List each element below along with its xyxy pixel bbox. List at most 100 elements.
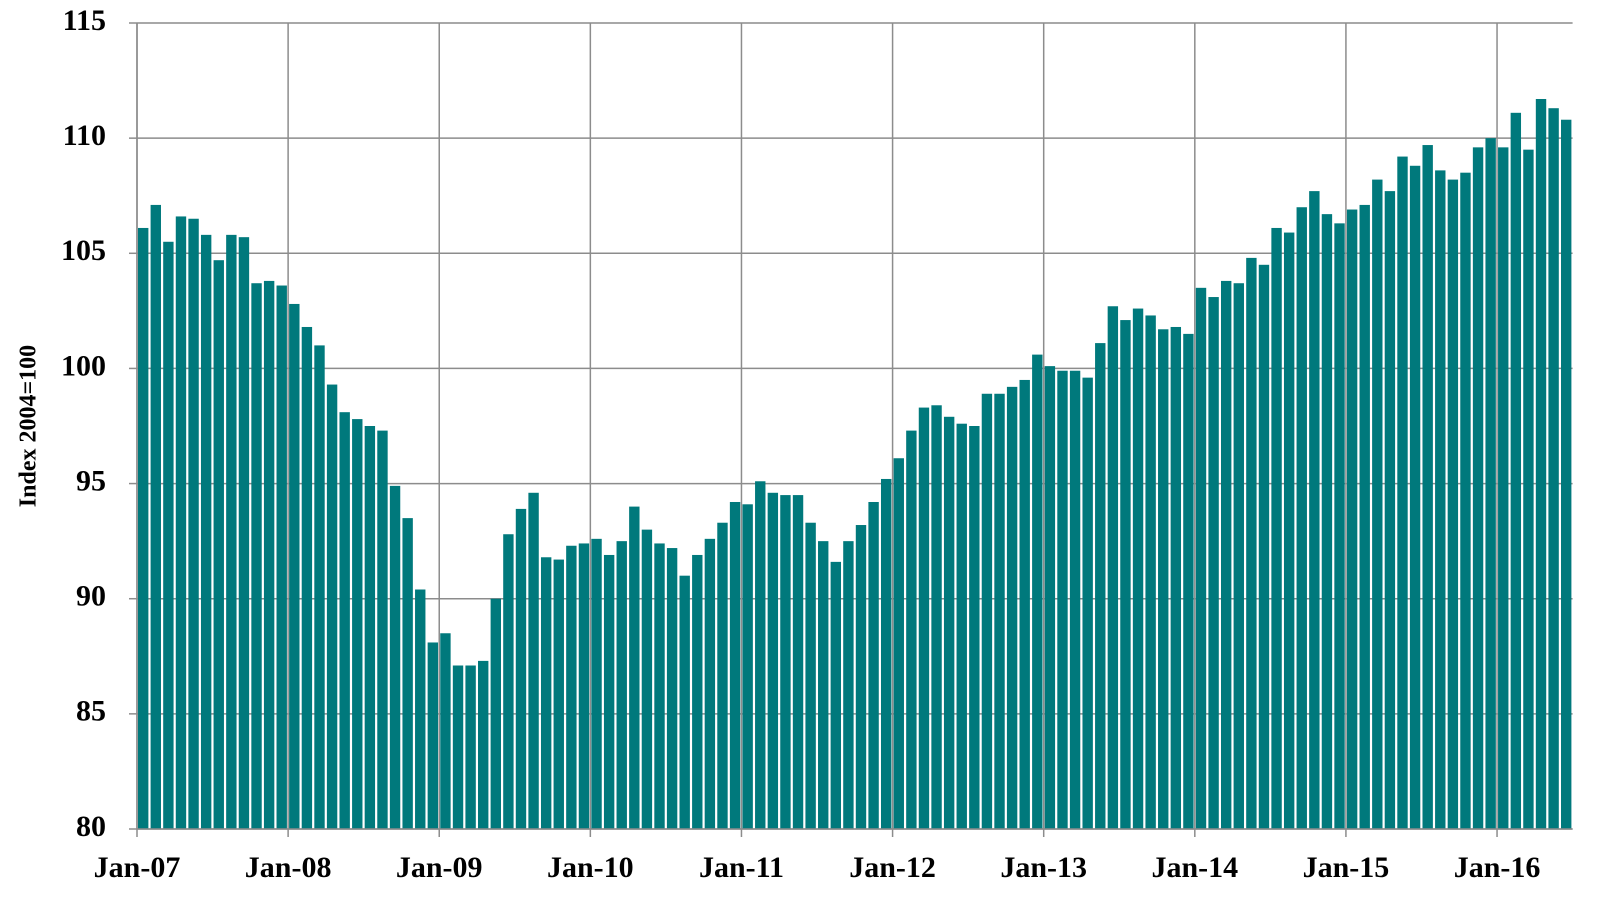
bar <box>1397 156 1408 829</box>
x-tick-label: Jan-13 <box>1000 851 1087 884</box>
bar <box>553 559 564 829</box>
bar <box>1296 207 1307 829</box>
bar <box>679 575 690 829</box>
bar <box>994 393 1005 829</box>
bar <box>540 557 552 829</box>
bar <box>1057 370 1068 829</box>
y-tick-label: 115 <box>63 4 106 37</box>
bar <box>188 218 199 829</box>
bar <box>163 241 174 829</box>
x-tick-label: Jan-12 <box>849 851 936 884</box>
bar <box>1107 306 1119 829</box>
bar <box>1535 98 1547 830</box>
bar <box>578 543 590 829</box>
bar <box>616 541 627 829</box>
bar <box>843 541 854 829</box>
bar <box>1006 386 1018 829</box>
bar <box>566 545 577 829</box>
bar <box>175 216 187 829</box>
bar <box>918 407 930 829</box>
y-tick-label: 80 <box>76 810 106 843</box>
bar <box>1082 377 1093 829</box>
y-tick-label: 100 <box>61 349 106 382</box>
x-tick-label: Jan-07 <box>94 851 181 884</box>
bar <box>1422 145 1433 830</box>
y-tick-label: 90 <box>76 580 106 613</box>
bar <box>301 326 313 829</box>
bar <box>1485 138 1496 830</box>
bar <box>629 506 640 829</box>
x-tick-label: Jan-16 <box>1454 851 1541 884</box>
bar <box>440 633 451 829</box>
bar <box>755 481 766 829</box>
bar <box>1510 112 1522 830</box>
y-tick-label: 95 <box>76 464 106 497</box>
bar <box>389 485 401 829</box>
bar <box>1271 227 1282 829</box>
bar <box>943 416 955 829</box>
y-tick-label: 110 <box>63 119 106 152</box>
bar <box>377 430 388 829</box>
bar <box>1472 147 1484 830</box>
bar <box>792 495 804 829</box>
bar <box>868 501 879 829</box>
bar <box>969 426 980 829</box>
bar <box>818 541 829 829</box>
bar <box>1258 264 1270 829</box>
bar <box>591 538 602 829</box>
bar <box>452 665 464 829</box>
bar <box>465 665 476 829</box>
bar <box>478 660 489 829</box>
bar <box>1372 179 1383 829</box>
bar <box>641 529 653 829</box>
bar <box>339 412 350 829</box>
bar <box>1321 214 1333 829</box>
bar <box>1561 119 1572 830</box>
bar <box>402 518 413 829</box>
bar <box>238 237 250 829</box>
bar <box>1208 297 1219 829</box>
bar <box>704 538 716 829</box>
bar <box>289 303 300 829</box>
bar <box>1447 179 1459 829</box>
bar <box>1044 366 1056 829</box>
bar <box>603 554 615 829</box>
bar <box>767 492 779 829</box>
x-tick-label: Jan-11 <box>699 851 784 884</box>
bar <box>717 522 728 829</box>
y-axis-label: Index 2004=100 <box>16 345 42 507</box>
bar <box>503 534 514 829</box>
bar <box>1460 172 1471 829</box>
bar <box>1183 333 1194 829</box>
bar <box>931 405 942 829</box>
bar <box>1233 283 1244 829</box>
bar <box>1384 191 1396 829</box>
bar <box>1095 343 1106 829</box>
bar <box>1145 315 1156 829</box>
bar <box>855 525 867 829</box>
bar <box>490 598 501 829</box>
bar <box>880 478 892 829</box>
bar <box>138 227 149 829</box>
bar <box>213 260 224 829</box>
y-tick-label: 105 <box>61 234 106 267</box>
bar <box>1019 379 1030 829</box>
bar <box>1170 326 1182 829</box>
bar <box>326 384 338 829</box>
bar <box>226 234 237 829</box>
bar <box>1309 191 1320 829</box>
bar <box>150 204 161 829</box>
bar <box>830 561 842 829</box>
bar <box>515 508 527 829</box>
bar <box>528 492 539 829</box>
bar <box>654 543 665 829</box>
bar <box>200 234 212 829</box>
bar <box>427 642 439 829</box>
bar <box>1132 308 1144 829</box>
bar <box>1246 257 1257 829</box>
bar <box>352 419 363 829</box>
bar <box>780 495 791 829</box>
bar <box>314 345 325 829</box>
bar <box>666 548 678 829</box>
